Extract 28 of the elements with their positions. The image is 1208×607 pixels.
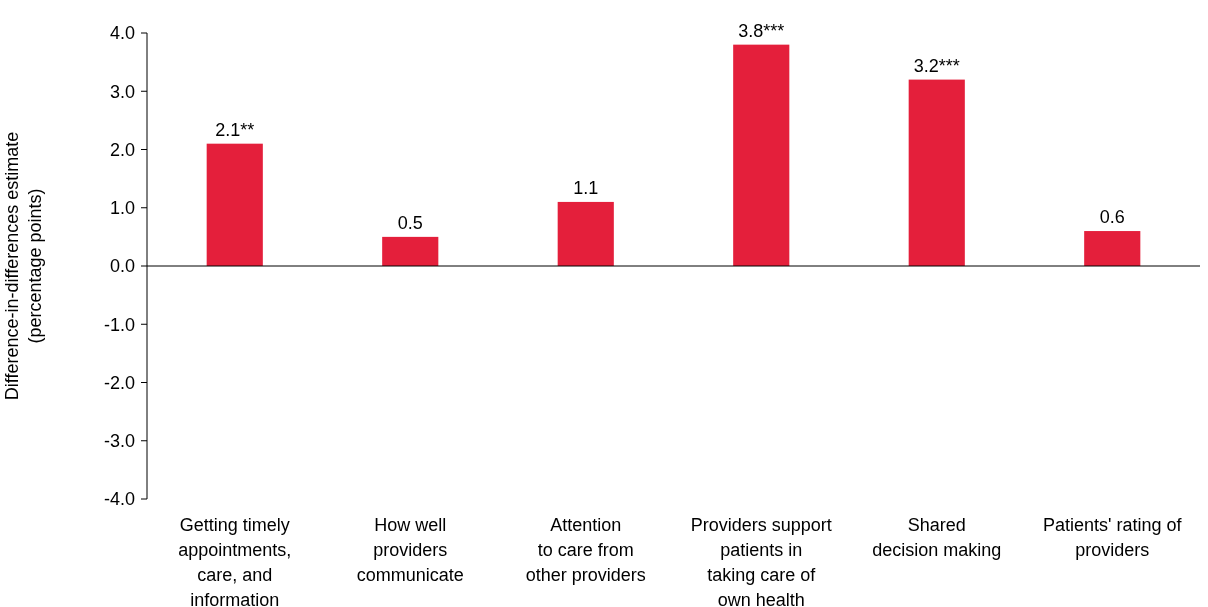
data-label: 3.8*** [738,20,785,41]
x-tick-label: Attention to care from other providers [525,515,646,585]
x-tick-label: Shared decision making [872,515,1002,560]
data-label: 0.5 [397,212,423,233]
y-tick-label: 2.0 [109,139,135,160]
y-tick-label: 3.0 [109,81,135,102]
bar [557,201,614,266]
y-tick-label: -2.0 [103,372,135,393]
data-label: 2.1** [215,119,255,140]
x-tick-label: Getting timely appointments, care, and information [178,515,292,607]
bar [908,79,965,266]
bar [733,44,790,266]
bar [382,236,439,266]
data-label: 3.2*** [913,55,960,76]
data-label: 1.1 [573,177,599,198]
bar [206,143,263,266]
data-label: 0.6 [1099,207,1125,228]
x-tick-label: Patients' rating of providers [1042,515,1183,560]
y-tick-label: 1.0 [109,198,135,219]
y-tick-label: -1.0 [103,314,135,335]
y-axis-title: Difference-in-differences estimate (percentage points) [2,131,45,401]
y-tick-label: -4.0 [103,489,135,510]
y-tick-label: 0.0 [109,256,135,277]
y-tick-label: 4.0 [109,23,135,44]
x-tick-label: How well providers communicate [356,515,464,585]
bar [1084,231,1141,266]
y-tick-label: -3.0 [103,431,135,452]
x-tick-label: Providers support patients in taking care of own health [690,515,832,607]
